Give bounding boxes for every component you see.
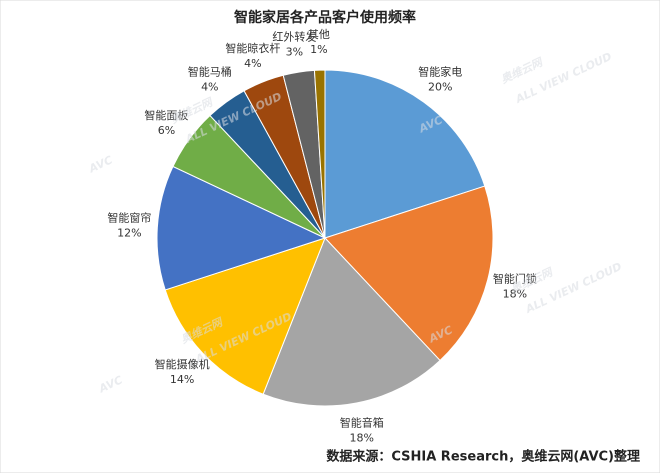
slice-label: 红外转发 [272,29,316,43]
pie-slice [262,237,441,407]
slice-label: 智能家电 [418,64,462,78]
pie-slice [156,165,327,291]
slice-label: 智能马桶 [188,64,232,78]
slice-label: 智能晾衣杆 [225,41,280,55]
value-label: 1% [310,43,327,56]
slice-label: 智能窗帘 [107,211,151,225]
chart-title: 智能家居各产品客户使用频率 [233,9,416,26]
slice-label: 智能音箱 [340,416,384,430]
value-label: 3% [286,45,303,58]
pie-slice [324,69,486,239]
value-label: 6% [158,124,175,137]
slice-label: 其他 [308,28,330,41]
value-label: 14% [170,373,194,386]
source-note: 数据来源：CSHIA Research，奥维云网(AVC)整理 [326,449,640,465]
value-label: 18% [350,432,374,445]
value-label: 4% [244,57,261,70]
pie: 智能家电 20% 智能门锁 18% 智能音箱 18% 智能摄像机 14% 智能窗帘 12% 智能面板… [107,28,536,444]
value-label: 18% [503,288,527,301]
slice-label: 智能摄像机 [155,357,210,371]
slice-label: 智能门锁 [493,272,537,286]
pie-slice [313,69,326,239]
slice-label: 智能面板 [144,108,188,122]
value-label: 4% [201,80,218,93]
value-label: 20% [428,80,452,93]
value-label: 12% [117,227,141,240]
pie-slice [324,185,494,362]
